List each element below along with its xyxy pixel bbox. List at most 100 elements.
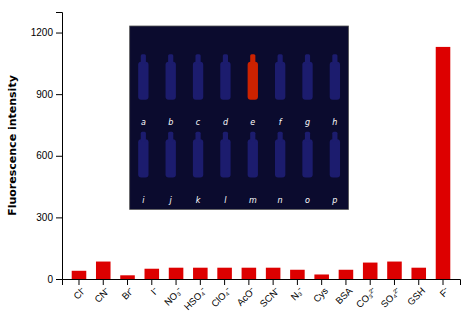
vial-neck (168, 132, 173, 142)
x-tick-mark (443, 279, 444, 285)
vial-neck (305, 132, 310, 142)
inset-label: k (196, 196, 201, 205)
bar (314, 274, 329, 279)
x-tick: Cl⁻ (71, 279, 87, 301)
vial-body (166, 139, 176, 177)
x-tick-label: SO₄²⁻ (378, 285, 403, 310)
vial (220, 132, 230, 178)
bar (217, 268, 232, 279)
x-tick-label: SCN⁻ (257, 285, 281, 309)
inset-label: j (169, 196, 173, 205)
vial (166, 132, 176, 178)
inset-label: d (223, 118, 229, 127)
x-tick-label: BSA (333, 285, 355, 307)
vial-body (220, 62, 230, 100)
vial-body (220, 139, 230, 177)
x-tick-mark (418, 279, 419, 285)
vial (220, 54, 230, 100)
bar (120, 275, 135, 279)
vial-body (330, 139, 340, 177)
x-tick-mark (127, 279, 128, 285)
inset-label: o (305, 196, 310, 205)
vial-neck (223, 132, 228, 142)
y-tick-label: 600 (36, 150, 53, 161)
vial-neck (223, 54, 228, 64)
bar (242, 268, 257, 279)
inset-label: i (142, 196, 145, 205)
x-tick: N₃⁻ (288, 279, 305, 303)
x-tick: SO₄²⁻ (378, 279, 403, 310)
y-tick: 1200 (31, 27, 62, 38)
plot: 03006009001200Cl⁻CN⁻Br⁻I⁻NO₃⁻HSO₄⁻ClO₄⁻A… (31, 13, 461, 313)
vial-body (275, 139, 285, 177)
bar (363, 263, 378, 279)
y-tick-label: 0 (47, 274, 53, 285)
vial-neck (250, 132, 255, 142)
vial-body (275, 62, 285, 100)
vial-body (138, 62, 148, 100)
y-axis: 03006009001200 (31, 13, 63, 285)
inset-background (130, 26, 349, 209)
inset-label: b (168, 118, 173, 127)
vial-body (248, 62, 258, 100)
inset-label: a (141, 118, 146, 127)
bar (436, 47, 451, 279)
y-tick-mark (56, 33, 62, 34)
y-tick-label: 900 (36, 89, 53, 100)
y-tick-mark (56, 279, 62, 280)
vial-body (302, 62, 312, 100)
x-tick-mark (151, 279, 152, 285)
x-tick: SCN⁻ (257, 279, 281, 309)
y-tick-mark (56, 156, 62, 157)
inset-label: c (196, 118, 201, 127)
bar (290, 270, 305, 279)
vial (166, 54, 176, 100)
x-axis: Cl⁻CN⁻Br⁻I⁻NO₃⁻HSO₄⁻ClO₄⁻AcO⁻SCN⁻N₃⁻CysB… (63, 279, 461, 312)
x-tick-mark (321, 279, 322, 285)
x-tick-label: N₃⁻ (288, 285, 305, 302)
vial-neck (278, 132, 283, 142)
bar (72, 271, 87, 279)
vial-body (193, 139, 203, 177)
vial-neck (141, 132, 146, 142)
vial-neck (168, 54, 173, 64)
vial-neck (332, 54, 337, 64)
vial-neck (141, 54, 146, 64)
bar (96, 262, 111, 279)
x-tick: I⁻ (148, 279, 160, 297)
x-tick-mark (78, 279, 79, 285)
inset-label: g (305, 118, 310, 127)
x-tick-mark (273, 279, 274, 285)
vial-body (193, 62, 203, 100)
x-tick-mark (103, 279, 104, 285)
x-axis-line (63, 280, 461, 286)
vial-neck (195, 132, 200, 142)
vial-neck (250, 54, 255, 64)
inset-label: p (331, 196, 337, 205)
y-tick-mark (56, 94, 62, 95)
x-tick: CN⁻ (92, 279, 112, 305)
vial-body (166, 62, 176, 100)
x-tick: AcO⁻ (234, 279, 257, 308)
x-tick-mark (345, 279, 346, 285)
bar (266, 268, 281, 279)
x-tick-label: ClO₄⁻ (209, 285, 233, 309)
y-tick-mark (56, 217, 62, 218)
y-tick: 900 (36, 89, 62, 100)
vial-body (302, 139, 312, 177)
y-tick-label: 1200 (31, 27, 54, 38)
x-tick-mark (224, 279, 225, 285)
x-tick: HSO₄⁻ (182, 279, 209, 312)
vial (193, 132, 203, 178)
vial (302, 54, 312, 100)
x-tick-mark (200, 279, 201, 285)
vial (330, 54, 340, 100)
y-tick: 0 (47, 274, 62, 285)
x-tick: CO₃²⁻ (354, 279, 379, 310)
vial (193, 54, 203, 100)
bar (411, 268, 426, 279)
x-tick: ClO₄⁻ (209, 279, 233, 309)
vial-neck (332, 132, 337, 142)
vial-body (248, 139, 258, 177)
bar (387, 262, 402, 279)
